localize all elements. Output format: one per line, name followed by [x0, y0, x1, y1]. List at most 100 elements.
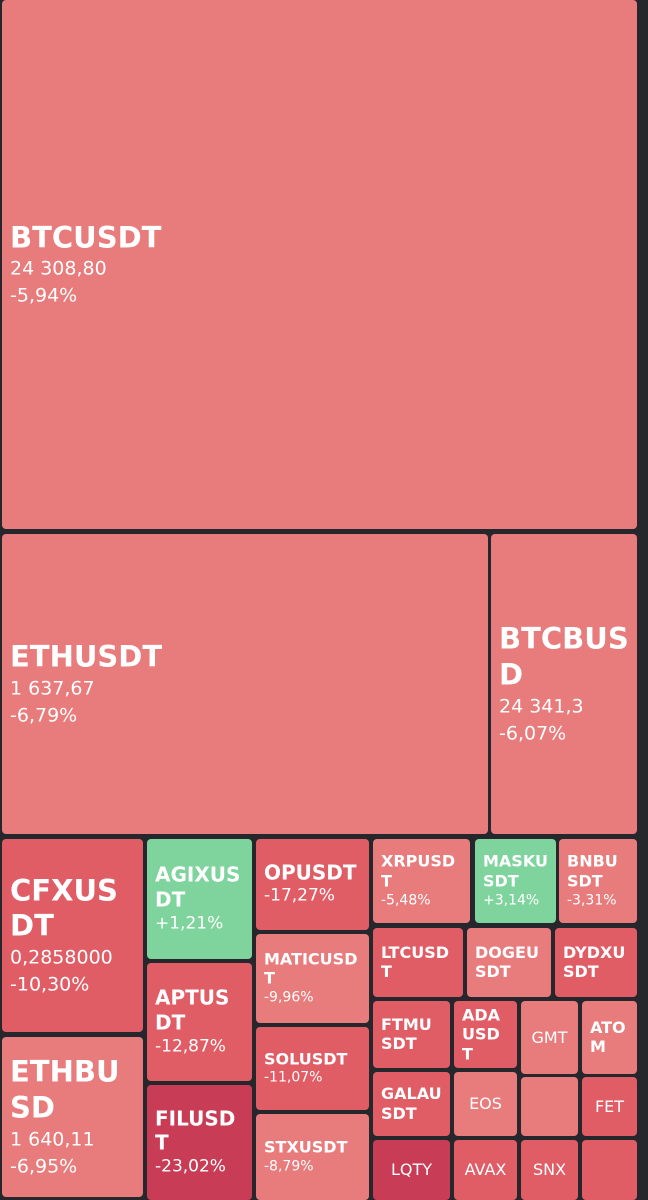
tile-content: SOLUSDT -11,07% [256, 1049, 369, 1088]
tile-change: -3,31% [567, 892, 617, 909]
tile-change: -5,48% [381, 892, 431, 909]
tile-content: GMT [521, 1028, 578, 1048]
tile-dydxusdt[interactable]: DYDXUSDT [555, 928, 637, 997]
tile-symbol: SNX [532, 1160, 567, 1180]
tile-content: FTMUSDT [373, 1015, 450, 1055]
tile-bnbusdt[interactable]: BNBUSDT -3,31% [559, 839, 637, 923]
tile-symbol: BTCUSDT [10, 219, 162, 254]
tile-maticusdt[interactable]: MATICUSDT -9,96% [256, 934, 369, 1023]
tile-filusdt[interactable]: FILUSDT -23,02% [147, 1085, 252, 1200]
tile-change: -12,87% [155, 1035, 226, 1056]
tile-symbol: FET [594, 1096, 625, 1116]
tile-content: FET [582, 1097, 637, 1117]
tile-symbol: DOGEUSDT [475, 942, 539, 982]
tile-ltcusdt[interactable]: LTCUSDT [373, 928, 463, 997]
tile-adausdt[interactable]: ADAUSDT [454, 1001, 517, 1068]
tile-lqty[interactable]: LQTY [373, 1140, 450, 1200]
tile-content: STXUSDT -8,79% [256, 1137, 369, 1176]
tile-snx[interactable]: SNX [521, 1140, 578, 1200]
tile-eos[interactable]: EOS [454, 1072, 517, 1136]
tile-content: DOGEUSDT [467, 943, 551, 983]
tile-maskusdt[interactable]: MASKUSDT +3,14% [475, 839, 556, 923]
tile-price: 24 341,3 [499, 695, 584, 718]
tile-change: -6,07% [499, 721, 567, 744]
tile-symbol: ETHUSDT [10, 639, 163, 674]
tile-symbol: MATICUSDT [264, 948, 358, 988]
tile-symbol: DYDXUSDT [563, 942, 626, 982]
tile-content: EOS [454, 1094, 517, 1114]
tile-btcusdt[interactable]: BTCUSDT 24 308,80 -5,94% [2, 0, 637, 529]
tile-change: -10,30% [10, 973, 90, 996]
tile-symbol: CFXUSDT [10, 872, 118, 943]
tile-content: MASKUSDT +3,14% [475, 851, 556, 910]
tile-content: SNX [521, 1160, 578, 1180]
tile-price: 1 640,11 [10, 1128, 95, 1151]
tile-symbol: MASKUSDT [483, 851, 548, 891]
tile-content: APTUSDT -12,87% [147, 985, 252, 1058]
tile-content: BTCUSDT 24 308,80 -5,94% [2, 220, 637, 309]
tile-stxusdt[interactable]: STXUSDT -8,79% [256, 1114, 369, 1200]
tile-content: ETHBUSD 1 640,11 -6,95% [2, 1054, 143, 1179]
tile-change: -6,95% [10, 1154, 78, 1177]
tile-content: XRPUSDT -5,48% [373, 851, 470, 910]
tile-content: ATOM [582, 1018, 637, 1058]
tile-change: +1,21% [155, 912, 224, 933]
tile-ethbusd[interactable]: ETHBUSD 1 640,11 -6,95% [2, 1037, 143, 1197]
tile-cfxusdt[interactable]: CFXUSDT 0,2858000 -10,30% [2, 839, 143, 1032]
tile-symbol: APTUSDT [155, 985, 230, 1035]
tile-unlabeled-29[interactable] [582, 1140, 637, 1200]
tile-galausdt[interactable]: GALAUSDT [373, 1072, 450, 1136]
tile-change: -5,94% [10, 284, 78, 307]
tile-fet[interactable]: FET [582, 1077, 637, 1136]
tile-change: +3,14% [483, 892, 540, 909]
tile-ethusdt[interactable]: ETHUSDT 1 637,67 -6,79% [2, 534, 488, 834]
tile-content: ADAUSDT [454, 1005, 517, 1064]
tile-change: -8,79% [264, 1158, 314, 1175]
tile-symbol: ATOM [590, 1017, 626, 1057]
tile-content: LTCUSDT [373, 943, 463, 983]
tile-content: AVAX [454, 1160, 517, 1180]
tile-content: AGIXUSDT +1,21% [147, 862, 252, 935]
tile-symbol: ETHBUSD [10, 1054, 120, 1125]
tile-avax[interactable]: AVAX [454, 1140, 517, 1200]
tile-symbol: AGIXUSDT [155, 862, 241, 912]
tile-price: 1 637,67 [10, 677, 95, 700]
tile-symbol: LQTY [390, 1160, 433, 1180]
tile-symbol: STXUSDT [264, 1137, 348, 1157]
tile-symbol: BTCBUSD [499, 621, 629, 692]
tile-price: 24 308,80 [10, 257, 107, 280]
tile-content: LQTY [373, 1160, 450, 1180]
tile-opusdt[interactable]: OPUSDT -17,27% [256, 839, 369, 930]
tile-dogeusdt[interactable]: DOGEUSDT [467, 928, 551, 997]
tile-change: -9,96% [264, 989, 314, 1006]
tile-atom[interactable]: ATOM [582, 1001, 637, 1074]
tile-gmt[interactable]: GMT [521, 1001, 578, 1074]
tile-change: -11,07% [264, 1069, 323, 1086]
tile-xrpusdt[interactable]: XRPUSDT -5,48% [373, 839, 470, 923]
tile-content: ETHUSDT 1 637,67 -6,79% [2, 639, 488, 728]
tile-change: -6,79% [10, 703, 78, 726]
tile-symbol: GALAUSDT [381, 1084, 442, 1123]
tile-aptusdt[interactable]: APTUSDT -12,87% [147, 963, 252, 1081]
tile-content: FILUSDT -23,02% [147, 1106, 252, 1179]
tile-symbol: AVAX [464, 1160, 507, 1180]
tile-ftmusdt[interactable]: FTMUSDT [373, 1001, 450, 1068]
tile-unlabeled-24[interactable] [521, 1077, 578, 1136]
tile-symbol: FTMUSDT [381, 1014, 432, 1054]
tile-agixusdt[interactable]: AGIXUSDT +1,21% [147, 839, 252, 959]
tile-symbol: FILUSDT [155, 1105, 236, 1155]
tile-symbol: SOLUSDT [264, 1048, 348, 1068]
tile-symbol: XRPUSDT [381, 851, 456, 891]
tile-solusdt[interactable]: SOLUSDT -11,07% [256, 1027, 369, 1110]
tile-btcbusd[interactable]: BTCBUSD 24 341,3 -6,07% [491, 534, 637, 834]
tile-symbol: EOS [469, 1094, 502, 1114]
tile-symbol: OPUSDT [264, 860, 357, 885]
tile-content: BNBUSDT -3,31% [559, 851, 637, 910]
tile-content: DYDXUSDT [555, 943, 637, 983]
tile-content: CFXUSDT 0,2858000 -10,30% [2, 873, 143, 998]
tile-content: GALAUSDT [373, 1084, 450, 1124]
tile-content: OPUSDT -17,27% [256, 860, 369, 909]
tile-symbol: BNBUSDT [567, 851, 618, 891]
tile-change: -23,02% [155, 1156, 226, 1177]
